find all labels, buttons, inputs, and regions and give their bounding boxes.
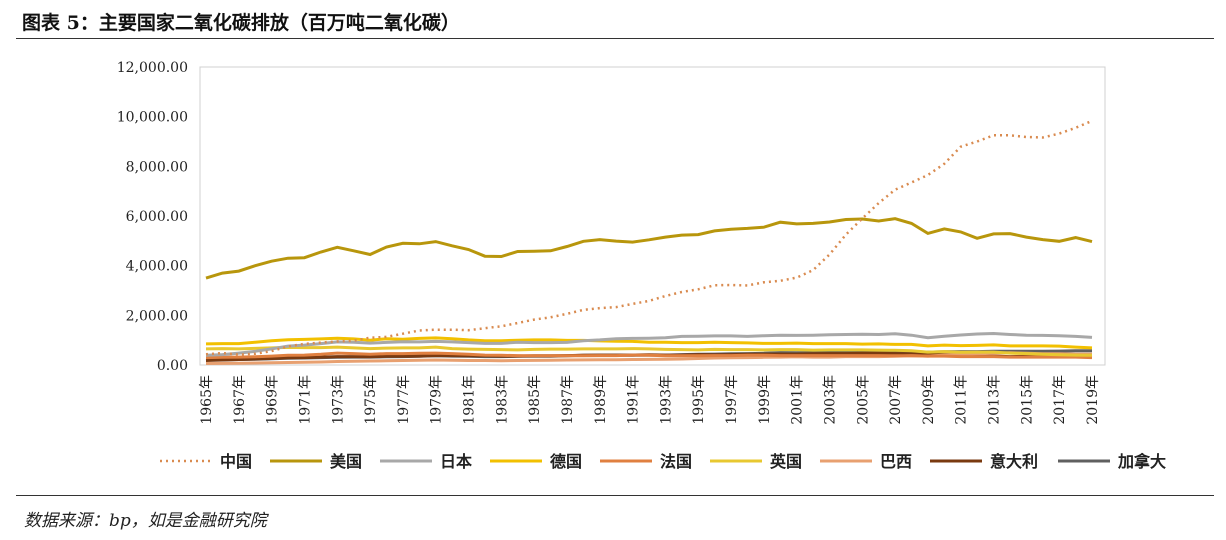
legend-label: 美国 (330, 452, 362, 471)
x-tick-label: 1987年 (560, 375, 576, 425)
x-tick-label: 1977年 (396, 375, 412, 425)
x-tick-label: 1965年 (199, 375, 215, 425)
bottom-divider (16, 495, 1214, 496)
x-tick-label: 1969年 (265, 375, 281, 425)
legend-label: 英国 (769, 452, 802, 471)
plot-area (199, 66, 1106, 366)
series-line-1 (205, 217, 1093, 280)
series-line-4 (205, 351, 1093, 360)
x-tick-label: 2017年 (1052, 375, 1068, 425)
y-tick-label: 12,000.00 (117, 60, 188, 76)
source-note: 数据来源：bp，如是金融研究院 (24, 511, 267, 531)
x-tick-label: 2011年 (954, 375, 970, 425)
legend-label: 加拿大 (1117, 452, 1166, 471)
x-tick-label: 1995年 (691, 375, 707, 425)
series-line-0 (205, 119, 1093, 356)
line-chart: 0.00 2,000.00 4,000.00 6,000.00 8,000.00 10,0… (117, 60, 1166, 471)
series-line-2 (205, 331, 1093, 357)
legend-label: 意大利 (990, 452, 1038, 471)
x-tick-label: 1975年 (363, 375, 379, 425)
y-tick-label: 8,000.00 (126, 159, 188, 175)
legend-label: 巴西 (880, 452, 912, 471)
x-tick-label: 1989年 (593, 375, 609, 425)
x-tick-label: 1967年 (232, 375, 248, 425)
legend-label: 德国 (550, 452, 582, 471)
series-line-3 (205, 336, 1093, 350)
series-line-5 (205, 345, 1093, 357)
x-tick-label: 2001年 (790, 375, 806, 425)
x-tick-label: 1973年 (330, 375, 346, 425)
x-tick-label: 1997年 (724, 375, 740, 425)
x-tick-label: 1993年 (658, 375, 674, 425)
top-divider (16, 38, 1214, 39)
y-tick-label: 4,000.00 (126, 259, 188, 275)
x-tick-label: 1999年 (757, 375, 773, 425)
x-tick-label: 1991年 (626, 375, 642, 425)
x-tick-label: 1981年 (462, 375, 478, 425)
x-tick-label: 2015年 (1019, 375, 1035, 425)
x-tick-label: 2013年 (987, 375, 1003, 425)
x-tick-label: 2009年 (921, 375, 937, 425)
x-tick-label: 2005年 (855, 375, 871, 425)
x-tick-label: 2019年 (1085, 375, 1101, 425)
legend-label: 法国 (660, 452, 692, 471)
y-tick-label: 2,000.00 (126, 308, 188, 324)
legend-label: 中国 (220, 452, 252, 471)
x-tick-label: 2003年 (822, 375, 838, 425)
y-tick-label: 0.00 (157, 358, 188, 374)
figure-title: 图表 5：主要国家二氧化碳排放（百万吨二氧化碳） (22, 12, 460, 34)
y-tick-label: 6,000.00 (126, 209, 188, 225)
x-tick-label: 2007年 (888, 375, 904, 425)
x-tick-label: 1971年 (297, 375, 313, 425)
x-tick-label: 1983年 (494, 375, 510, 425)
legend-label: 日本 (440, 452, 472, 471)
x-tick-label: 1985年 (527, 375, 543, 425)
y-tick-label: 10,000.00 (117, 110, 188, 126)
x-tick-label: 1979年 (429, 375, 445, 425)
